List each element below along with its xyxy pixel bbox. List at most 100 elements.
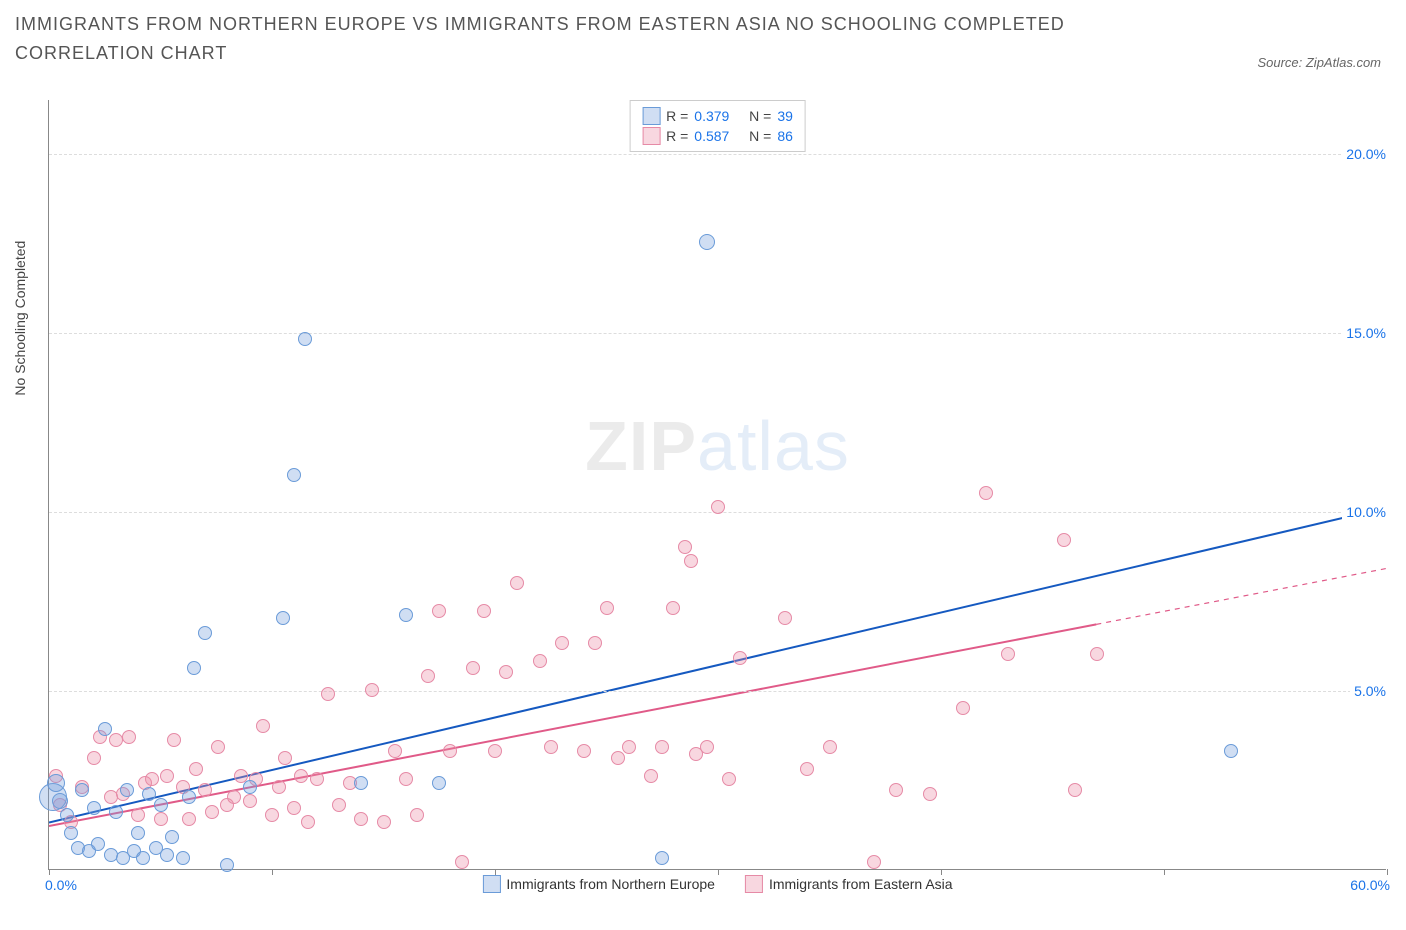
data-point [588,636,602,650]
gridline [49,333,1386,334]
data-point [298,332,312,346]
data-point [47,774,65,792]
data-point [52,793,68,809]
data-point [1224,744,1238,758]
y-tick-label: 20.0% [1342,144,1390,164]
data-point [488,744,502,758]
data-point [211,740,225,754]
data-point [823,740,837,754]
legend-pink-r: 0.587 [694,128,729,144]
x-tick [1164,869,1165,875]
data-point [622,740,636,754]
legend-item-blue: Immigrants from Northern Europe [482,875,715,893]
gridline [49,154,1386,155]
x-axis-max-label: 60.0% [1350,877,1390,893]
data-point [956,701,970,715]
data-point [577,744,591,758]
data-point [1001,647,1015,661]
x-axis-min-label: 0.0% [45,877,77,893]
data-point [243,794,257,808]
y-tick-label: 10.0% [1342,502,1390,522]
data-point [377,815,391,829]
data-point [678,540,692,554]
data-point [243,780,257,794]
data-point [278,751,292,765]
legend-r-label: R = [666,108,688,124]
swatch-pink-2 [745,875,763,893]
data-point [477,604,491,618]
data-point [889,783,903,797]
data-point [187,661,201,675]
watermark-zip: ZIP [585,407,697,485]
data-point [432,604,446,618]
data-point [1068,783,1082,797]
series-legend: Immigrants from Northern Europe Immigran… [482,875,952,893]
trend-lines [49,100,1386,869]
data-point [722,772,736,786]
data-point [555,636,569,650]
data-point [142,787,156,801]
data-point [1057,533,1071,547]
data-point [510,576,524,590]
data-point [109,805,123,819]
legend-blue-n: 39 [777,108,793,124]
data-point [432,776,446,790]
legend-pink-n: 86 [777,128,793,144]
data-point [87,751,101,765]
data-point [154,812,168,826]
data-point [287,801,301,815]
data-point [354,812,368,826]
data-point [399,772,413,786]
data-point [145,772,159,786]
data-point [109,733,123,747]
data-point [220,858,234,872]
data-point [98,722,112,736]
x-tick [718,869,719,875]
data-point [301,815,315,829]
data-point [60,808,74,822]
legend-blue-r: 0.379 [694,108,729,124]
data-point [700,740,714,754]
data-point [198,626,212,640]
data-point [365,683,379,697]
data-point [176,851,190,865]
data-point [131,826,145,840]
data-point [321,687,335,701]
data-point [205,805,219,819]
legend-item-pink: Immigrants from Eastern Asia [745,875,953,893]
data-point [64,826,78,840]
data-point [120,783,134,797]
data-point [265,808,279,822]
data-point [165,830,179,844]
scatter-chart: ZIPatlas R = 0.379 N = 39 R = 0.587 N = … [48,100,1386,870]
data-point [189,762,203,776]
x-tick [495,869,496,875]
data-point [644,769,658,783]
gridline [49,691,1386,692]
watermark: ZIPatlas [585,406,850,486]
source-label: Source: ZipAtlas.com [1257,55,1381,70]
data-point [533,654,547,668]
data-point [227,790,241,804]
data-point [733,651,747,665]
data-point [684,554,698,568]
data-point [455,855,469,869]
data-point [75,783,89,797]
data-point [466,661,480,675]
data-point [699,234,715,250]
data-point [666,601,680,615]
legend-pink-label: Immigrants from Eastern Asia [769,876,953,892]
x-tick [941,869,942,875]
x-tick [1387,869,1388,875]
data-point [611,751,625,765]
data-point [182,790,196,804]
data-point [443,744,457,758]
data-point [655,851,669,865]
data-point [294,769,308,783]
data-point [182,812,196,826]
data-point [154,798,168,812]
y-axis-title: No Schooling Completed [12,241,28,396]
data-point [276,611,290,625]
data-point [87,801,101,815]
data-point [923,787,937,801]
